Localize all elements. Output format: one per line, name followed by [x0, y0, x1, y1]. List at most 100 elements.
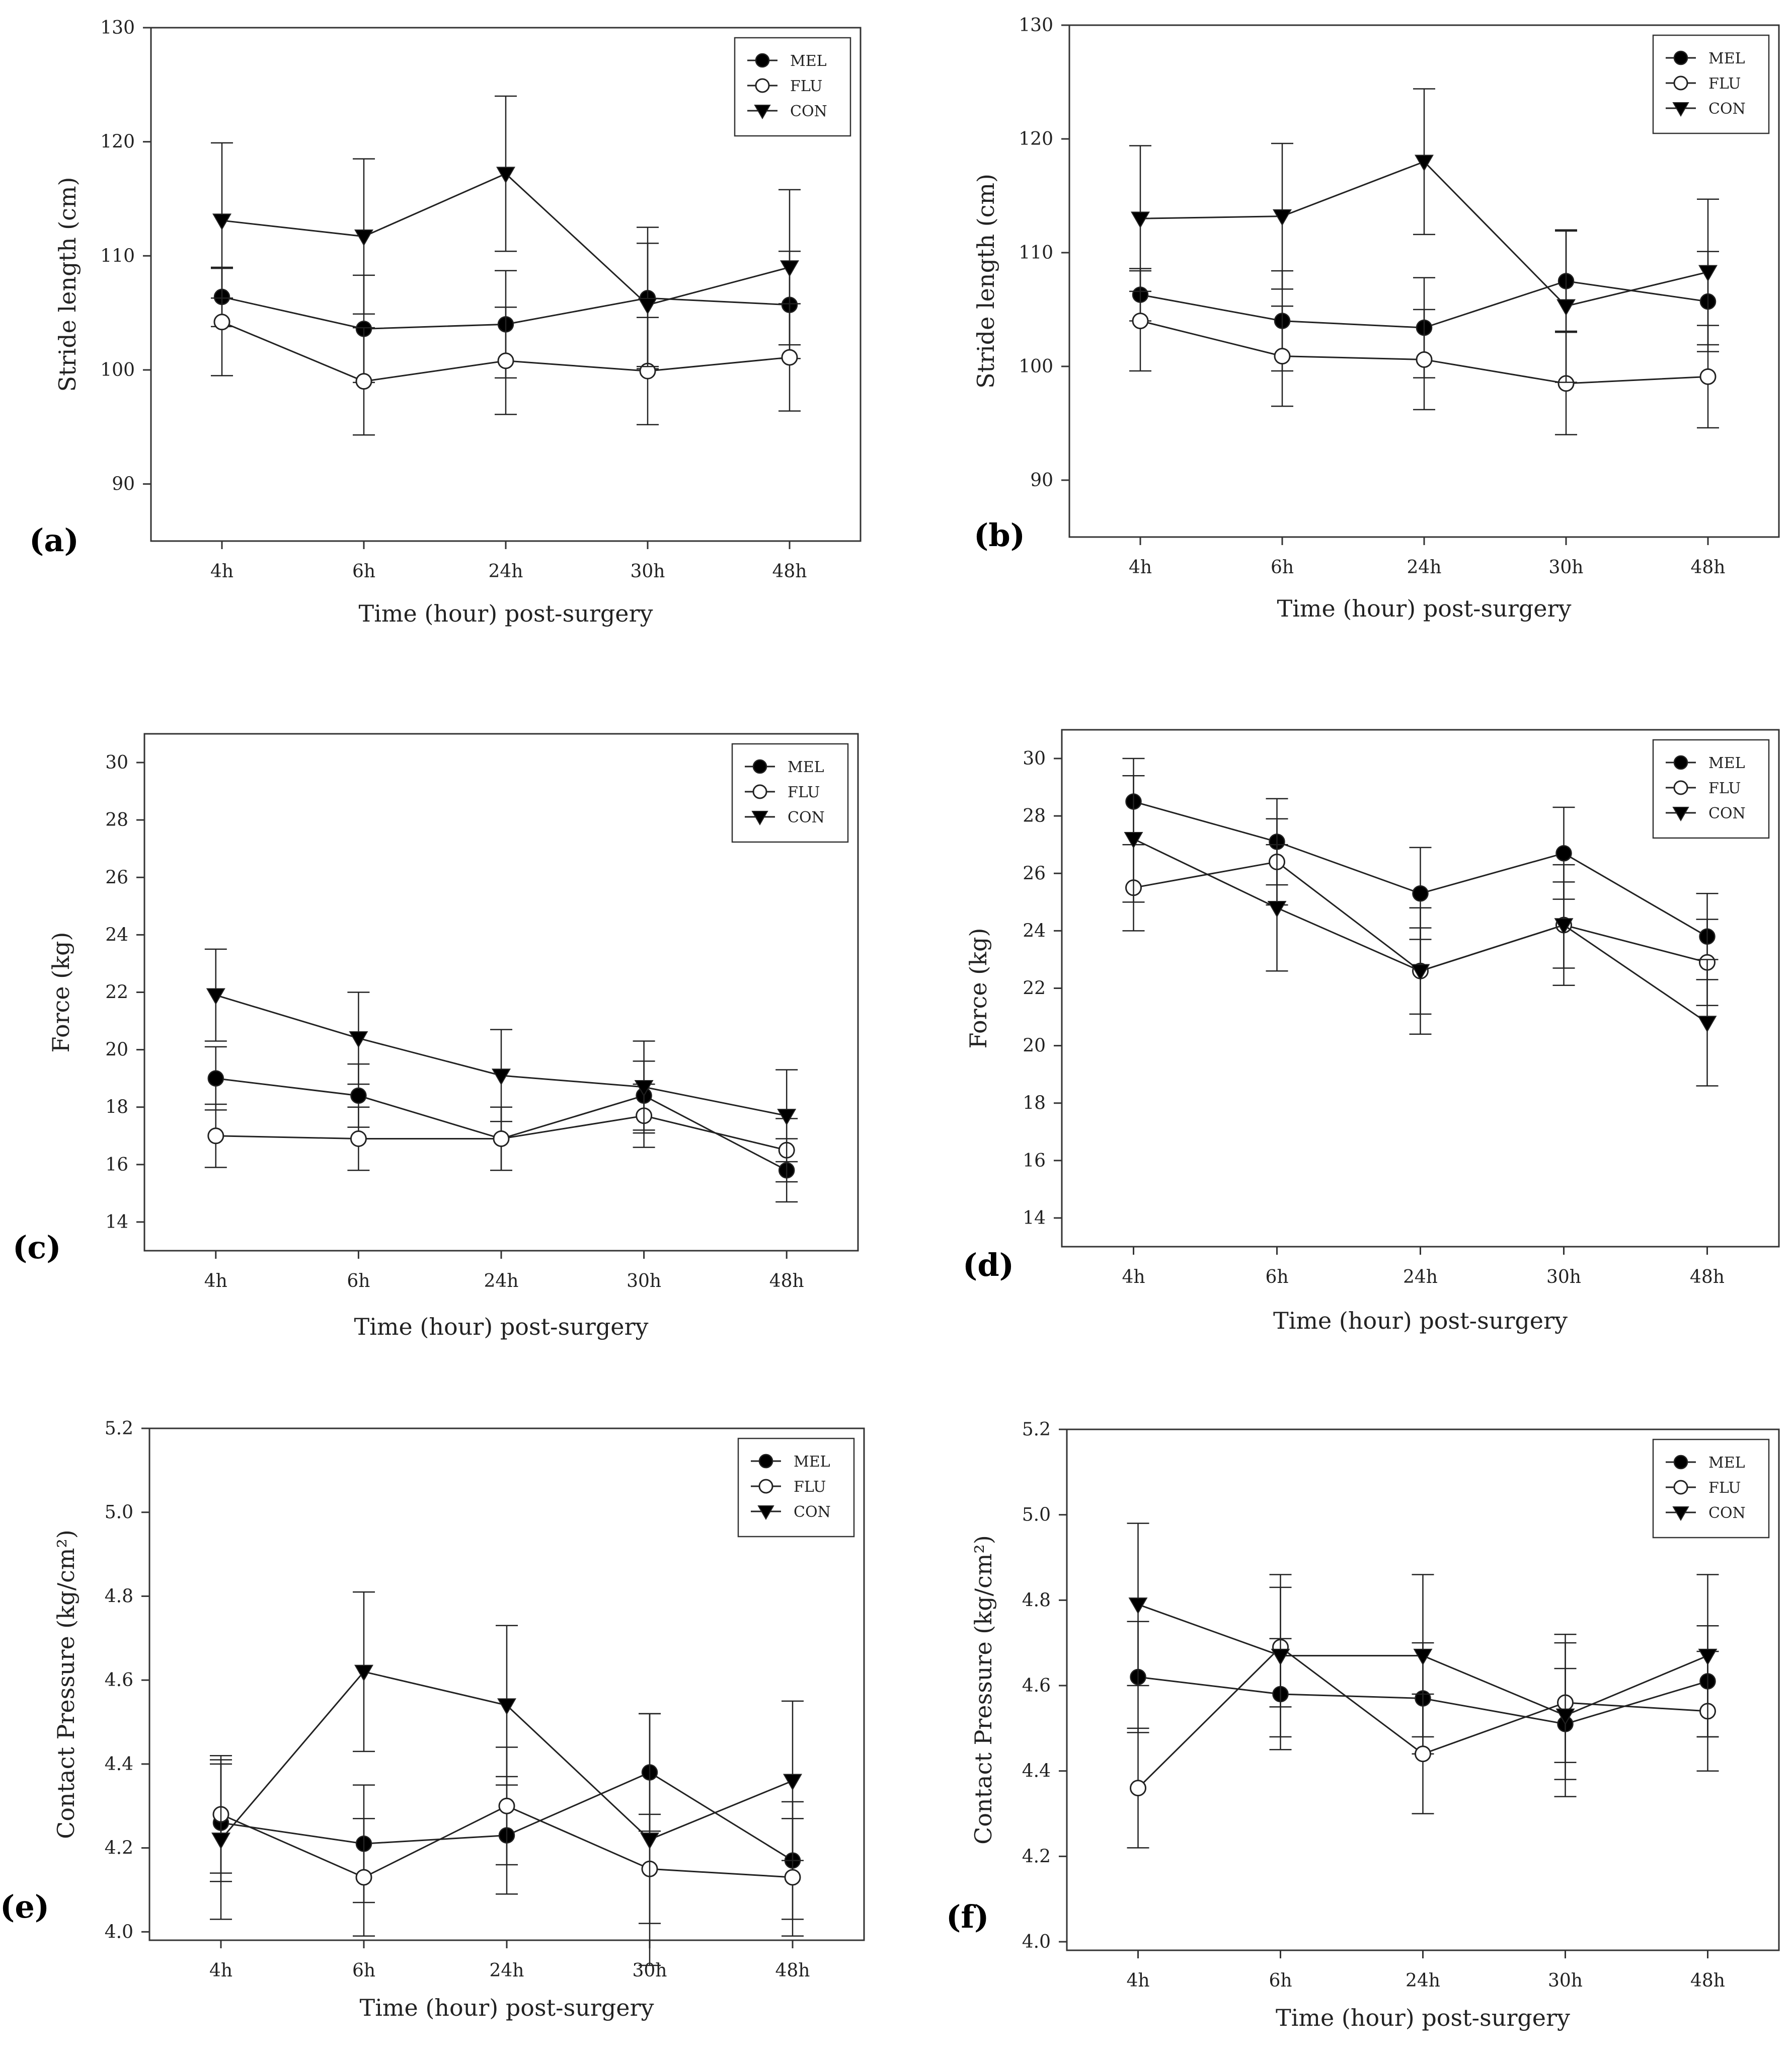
legend-box: [1652, 1438, 1770, 1539]
marker-mel: [1412, 885, 1429, 902]
marker-con: [640, 1833, 659, 1850]
legend-label-flu: FLU: [1708, 1479, 1741, 1497]
x-tick-label: 48h: [1691, 557, 1726, 578]
marker-con: [212, 213, 231, 231]
y-axis-title: Force (kg): [965, 928, 992, 1049]
y-tick-label: 14: [105, 1212, 128, 1233]
marker-flu: [781, 349, 798, 366]
x-axis-title: Time (hour) post-surgery: [1277, 595, 1572, 622]
y-axis-title: Contact Pressure (kg/cm²): [52, 1530, 80, 1839]
marker-con: [1411, 964, 1430, 981]
y-tick-label: 90: [112, 474, 135, 495]
x-tick-label: 6h: [352, 561, 375, 582]
y-axis-title: Force (kg): [47, 932, 74, 1053]
legend-label-flu: FLU: [790, 78, 822, 95]
x-tick-label: 24h: [1406, 1970, 1440, 1991]
marker-flu: [1673, 1480, 1688, 1495]
marker-mel: [1555, 845, 1572, 862]
marker-con: [1271, 1648, 1290, 1665]
marker-con: [1672, 102, 1689, 117]
panel-label: (b): [974, 517, 1025, 554]
legend-label-mel: MEL: [1708, 754, 1745, 772]
legend-label-flu: FLU: [794, 1478, 826, 1496]
marker-con: [206, 988, 225, 1005]
y-tick-label: 28: [105, 810, 128, 830]
series-con: [211, 95, 801, 367]
legend-box: [734, 37, 851, 137]
y-tick-label: 5.0: [105, 1502, 133, 1523]
marker-con: [211, 1833, 230, 1850]
marker-con: [1554, 918, 1574, 935]
x-tick-label: 30h: [1549, 557, 1584, 578]
y-tick-label: 100: [100, 360, 135, 380]
legend-label-mel: MEL: [788, 758, 824, 776]
x-tick-label: 24h: [484, 1271, 519, 1291]
legend: MEL FLU CON: [737, 1437, 855, 1538]
marker-flu: [355, 373, 372, 390]
marker-flu: [1416, 351, 1433, 368]
panel-label: (d): [963, 1247, 1014, 1283]
y-tick-label: 120: [100, 132, 135, 153]
marker-con: [757, 1505, 774, 1520]
y-tick-label: 5.2: [105, 1418, 133, 1439]
legend-label-con: CON: [788, 809, 825, 826]
legend-label-mel: MEL: [1708, 1454, 1745, 1472]
y-tick-label: 90: [1030, 470, 1053, 491]
y-tick-label: 120: [1019, 129, 1053, 149]
marker-flu: [752, 784, 767, 799]
x-tick-label: 24h: [1407, 557, 1442, 578]
panel-c: 14 16 18 20 22 24 26 28 30 4h 6h 24h 30h 48h Time (hou…: [13, 733, 859, 1340]
marker-flu: [1673, 75, 1688, 91]
y-tick-label: 4.0: [105, 1922, 133, 1942]
y-tick-label: 14: [1023, 1208, 1046, 1229]
legend-label-flu: FLU: [1708, 780, 1741, 797]
marker-con: [1698, 265, 1718, 282]
y-axis-title: Stride length (cm): [972, 174, 999, 389]
y-axis-title: Contact Pressure (kg/cm²): [970, 1535, 997, 1845]
marker-flu: [1415, 1745, 1431, 1763]
y-tick-label: 24: [1023, 921, 1046, 941]
x-tick-label: 4h: [1129, 557, 1152, 578]
x-tick-label: 6h: [1269, 1970, 1292, 1991]
panel-d: 14 16 18 20 22 24 26 28 30 4h 6h 24h 30h 48h Time (hou…: [963, 729, 1780, 1334]
y-tick-label: 24: [105, 925, 128, 945]
marker-con: [1128, 1597, 1148, 1615]
y-tick-label: 5.2: [1022, 1419, 1051, 1440]
marker-mel: [207, 1070, 224, 1087]
marker-con: [783, 1774, 802, 1791]
marker-con: [1267, 900, 1287, 918]
x-tick-label: 24h: [490, 1960, 524, 1981]
marker-con: [354, 230, 373, 247]
marker-flu: [355, 1869, 372, 1886]
marker-con: [1413, 1648, 1433, 1665]
y-tick-label: 30: [105, 752, 128, 773]
x-tick-label: 6h: [1265, 1267, 1288, 1287]
x-tick-label: 48h: [1690, 1267, 1725, 1287]
legend: MEL FLU CON: [1652, 34, 1770, 134]
y-tick-label: 18: [1023, 1093, 1046, 1114]
y-tick-label: 16: [105, 1155, 128, 1175]
series-con: [210, 1591, 804, 1966]
legend-label-con: CON: [1708, 100, 1746, 118]
y-tick-label: 4.4: [105, 1754, 133, 1775]
x-tick-label: 4h: [1126, 1970, 1149, 1991]
marker-con: [634, 1080, 654, 1097]
x-tick-label: 4h: [1122, 1267, 1145, 1287]
y-tick-label: 20: [105, 1040, 128, 1060]
marker-mel: [752, 759, 767, 774]
y-tick-label: 20: [1023, 1036, 1046, 1056]
legend-label-con: CON: [790, 103, 827, 120]
series-flu: [211, 268, 801, 436]
y-tick-label: 110: [100, 246, 135, 266]
marker-flu: [1274, 348, 1291, 365]
marker-con: [754, 104, 771, 119]
legend-label-con: CON: [1708, 1504, 1746, 1522]
legend-label-mel: MEL: [790, 52, 827, 70]
panel-label: (c): [13, 1229, 61, 1266]
x-axis-title: Time (hour) post-surgery: [359, 600, 653, 627]
marker-mel: [350, 1087, 367, 1104]
legend-label-mel: MEL: [794, 1453, 830, 1471]
marker-con: [751, 810, 768, 825]
x-tick-label: 24h: [489, 561, 523, 582]
